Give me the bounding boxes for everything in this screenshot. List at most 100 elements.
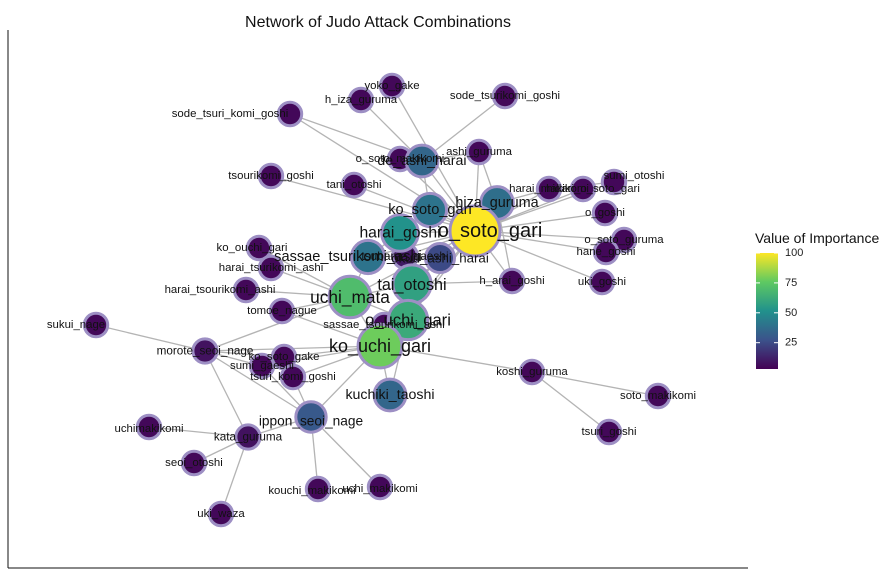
node-okuri-ashi-harai xyxy=(424,242,456,274)
node-harai-tsourikomi-ashi xyxy=(232,276,260,304)
node-layer: yoko_gake h_iza_guruma sode_tsurikomi_gosh… xyxy=(47,72,696,528)
edge-koshi_guruma-soto_makikomi xyxy=(531,371,659,397)
node-morote-seoi-nage xyxy=(191,337,219,365)
edge-kata_guruma-morote_seoi_nage xyxy=(204,350,249,438)
edge-ippon_seoi_nage-morote_seoi_nage xyxy=(204,350,312,418)
node-label-o-goshi: o_goshi xyxy=(585,207,625,219)
node-sumi-otoshi xyxy=(600,168,628,196)
node-label-tani-otoshi: tani_otoshi xyxy=(326,179,381,191)
node-label-kata-guruma: kata_guruma xyxy=(214,431,283,444)
node-label-uki-waza: uki_waza xyxy=(197,508,245,520)
node-label-yoko-gake: yoko_gake xyxy=(364,80,419,92)
node-ko-ouchi-gari xyxy=(245,234,273,262)
node-tsourikomi-goshi xyxy=(257,162,285,190)
node-uchi-makikomi xyxy=(366,473,394,501)
node-label-uchi-makikomi: uchi_makikomi xyxy=(342,483,417,495)
node-label-sassae-tsourikomi-ashi: sassae_tsourikomi_ashi xyxy=(323,319,445,331)
legend-title: Value of Importance xyxy=(755,230,879,246)
node-label-morote-seoi-nage: morote_seoi_nage xyxy=(157,345,254,358)
node-label-sumi-otoshi: sumi_otoshi xyxy=(604,170,665,182)
node-kouchi-makikomi xyxy=(304,475,332,503)
node-uchi-mata xyxy=(327,274,373,320)
node-harai-tsurikomi-ashi xyxy=(257,254,285,282)
node-label-uchimakikomi: uchimakikomi xyxy=(115,423,184,435)
edge-morote_seoi_nage-sukui_nage xyxy=(95,324,206,352)
node-label-h-arai-goshi: h_arai_goshi xyxy=(479,275,544,287)
node-label-kuchiki-taoshi: kuchiki_taoshi xyxy=(345,387,434,403)
node-label-o-soto-gari: o_soto_gari xyxy=(438,220,543,242)
node-harai-makikomi xyxy=(535,175,563,203)
node-label-harai-goshi: harai_goshi xyxy=(359,225,440,242)
node-uki-waza xyxy=(207,500,235,528)
node-kuchiki-taoshi xyxy=(372,377,408,413)
legend-tick-label-75: 75 xyxy=(785,277,797,289)
legend-ticks: 100 75 50 25 xyxy=(756,247,803,349)
node-uchimakikomi xyxy=(135,413,163,441)
node-label-tsuri-goshi: tsuri_goshi xyxy=(581,426,636,438)
node-label-de-ashi-harai: de_ashi_harai xyxy=(377,153,466,169)
node-sukui-nage xyxy=(82,311,110,339)
node-sode-tsurikomi-goshi xyxy=(491,82,519,110)
node-o-uchi-gari xyxy=(386,298,430,342)
node-label-h-iza-guruma: h_iza_guruma xyxy=(325,94,398,106)
node-label-harai-makikomi: harai_makikomi xyxy=(509,183,589,195)
node-tsuri-goshi xyxy=(595,418,623,446)
node-hidari-o-soto-gari xyxy=(569,175,597,203)
node-label-tsubame-gaeshi: tsubame_gaeshi xyxy=(361,249,448,263)
node-yoko-gake xyxy=(378,72,406,100)
node-label-tsourikomi-goshi: tsourikomi_goshi xyxy=(228,170,313,182)
node-label-kouchi-makikomi: kouchi_makikomi xyxy=(268,485,355,497)
node-label-harai-tsurikomi-ashi: harai_tsurikomi_ashi xyxy=(219,262,323,274)
node-kata-guruma xyxy=(234,423,262,451)
node-sumi-gaeshi xyxy=(248,352,276,380)
edge-de_ashi_harai-sode_tsurikomi_goshi xyxy=(421,95,506,162)
node-o-soto-guruma xyxy=(610,226,638,254)
node-sode-tsuri-komi-goshi xyxy=(276,100,304,128)
node-label-tai-otoshi: tai_otoshi xyxy=(377,276,446,294)
node-uki-goshi xyxy=(588,268,616,296)
legend: Value of Importance 100 75 50 25 xyxy=(755,230,879,369)
node-label-tomoe-nague: tomoe_nague xyxy=(247,305,317,317)
edge-uchi_mata-morote_seoi_nage xyxy=(204,296,351,352)
node-label-o-soto-makikomi: o_soto_makikomi xyxy=(356,153,445,165)
node-koshi-guruma xyxy=(518,358,546,386)
node-harai-goshi xyxy=(380,213,420,253)
node-label-sode-tsuri-komi-goshi: sode_tsuri_komi_goshi xyxy=(172,108,289,120)
legend-tick-label-50: 50 xyxy=(785,307,797,319)
node-h-iza-guruma xyxy=(347,86,375,114)
chart-title: Network of Judo Attack Combinations xyxy=(245,14,511,31)
node-label-ippon-seoi-nage: ippon_seoi_nage xyxy=(259,414,363,429)
node-label-sode-tsurikomi-goshi: sode_tsurikomi_goshi xyxy=(450,90,560,102)
node-label-hane-goshi: hane_goshi xyxy=(577,246,636,258)
node-label-sukui-nage: sukui_nage xyxy=(47,319,105,331)
node-label-ko-soto-gari: ko_soto_gari xyxy=(388,202,472,218)
node-label-uchi-mata: uchi_mata xyxy=(310,287,390,307)
node-ko-uchi-gari xyxy=(356,322,404,370)
node-o-goshi xyxy=(591,199,619,227)
node-tomoe-nague xyxy=(268,297,296,325)
node-ashi-guruma xyxy=(465,138,493,166)
node-label-ashi-guruma: ashi_guruma xyxy=(446,146,513,158)
node-ko-soto-gari xyxy=(411,191,449,229)
node-label-ko-ouchi-gari: ko_ouchi_gari xyxy=(217,242,288,254)
node-de-ashi-harai xyxy=(404,143,440,179)
node-label-ko-uchi-gari: ko_uchi_gari xyxy=(329,336,431,357)
node-label-koshi-guruma: koshi_guruma xyxy=(496,366,568,378)
edge-koshi_guruma-tsuri_goshi xyxy=(531,371,610,433)
node-label-hiza-guruma: hiza_guruma xyxy=(455,195,538,211)
legend-tick-label-100: 100 xyxy=(785,247,803,259)
node-label-uki-goshi: uki_goshi xyxy=(578,276,626,288)
edge-kata_guruma-uchimakikomi xyxy=(148,426,249,438)
node-label-ko-soto-gake: ko_soto_gake xyxy=(249,351,320,363)
node-label-sumi-gaeshi: sumi_gaeshi xyxy=(230,360,294,372)
node-label-o-soto-guruma: o_soto_guruma xyxy=(584,234,664,246)
node-tani-otoshi xyxy=(340,171,368,199)
node-seoi-otoshi xyxy=(180,449,208,477)
node-label-seoi-otoshi: seoi_otoshi xyxy=(165,457,223,469)
legend-tick-label-25: 25 xyxy=(785,337,797,349)
node-ippon-seoi-nage xyxy=(294,400,328,434)
node-soto-makikomi xyxy=(644,382,672,410)
node-tsuri-komi-goshi xyxy=(279,363,307,391)
node-label-harai-tsourikomi-ashi: harai_tsourikomi_ashi xyxy=(165,284,276,296)
